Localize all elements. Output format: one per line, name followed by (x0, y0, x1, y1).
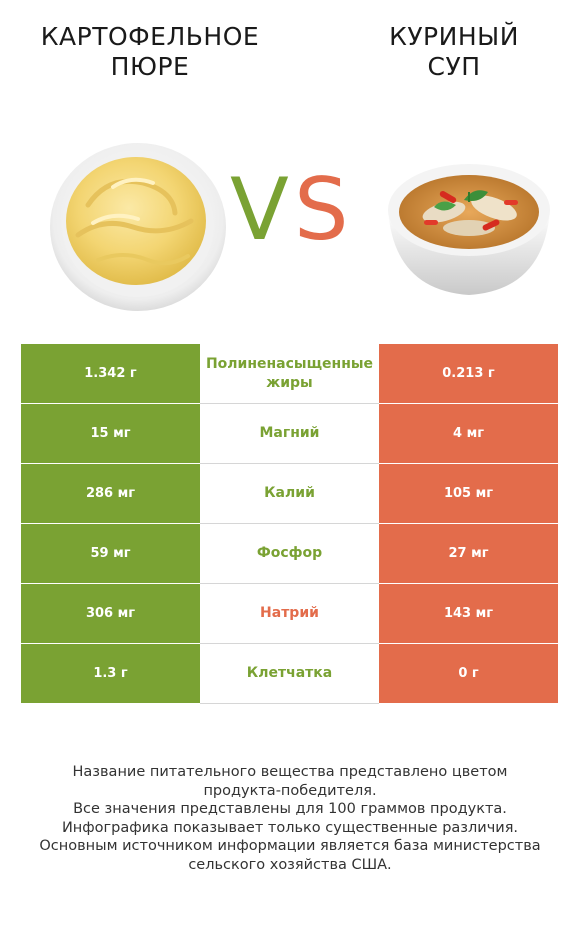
footer-line-5: Основным источником информации является … (39, 838, 541, 854)
right-title-line2: СУП (427, 52, 481, 81)
footer-line-3: Все значения представлены для 100 граммо… (73, 801, 507, 817)
right-title-line1: КУРИНЫЙ (389, 22, 519, 51)
nutrient-name: Клетчатка (200, 644, 379, 704)
nutrient-label: Калий (264, 485, 315, 501)
left-title-line2: ПЮРЕ (110, 52, 190, 81)
right-food-title: КУРИНЫЙ СУП (334, 22, 574, 82)
left-value: 306 мг (21, 584, 200, 644)
right-value: 27 мг (379, 524, 558, 584)
table-row: 286 мг Калий 105 мг (21, 464, 558, 524)
left-food-title: КАРТОФЕЛЬНОЕ ПЮРЕ (30, 22, 270, 82)
right-value: 105 мг (379, 464, 558, 524)
right-value: 0 г (379, 644, 558, 704)
mashed-potato-image (50, 143, 226, 311)
right-value: 4 мг (379, 404, 558, 464)
left-value: 286 мг (21, 464, 200, 524)
chicken-soup-image (388, 164, 550, 295)
nutrient-name: Полиненасыщенные жиры (200, 344, 379, 404)
vs-letter-v: V (230, 160, 289, 260)
footer-line-4: Инфографика показывает только существенн… (61, 819, 519, 836)
left-title-line1: КАРТОФЕЛЬНОЕ (40, 22, 260, 51)
nutrient-name: Фосфор (200, 524, 379, 584)
footer-line-2: продукта-победителя. (203, 782, 377, 799)
vs-letter-s: S (294, 160, 349, 260)
comparison-table: 1.342 г Полиненасыщенные жиры 0.213 г 15 мг… (21, 344, 558, 704)
left-value: 1.342 г (21, 344, 200, 404)
left-value: 59 мг (21, 524, 200, 584)
nutrient-name: Магний (200, 404, 379, 464)
table-row: 59 мг Фосфор 27 мг (21, 524, 558, 584)
table-row: 1.3 г Клетчатка 0 г (21, 644, 558, 704)
versus-label: V S (228, 160, 352, 260)
footer-note: Название питательного вещества представл… (20, 763, 560, 874)
footer-line-6: сельского хозяйства США. (188, 856, 392, 873)
nutrient-label: Натрий (260, 605, 319, 621)
nutrient-name: Калий (200, 464, 379, 524)
nutrient-label: Фосфор (256, 545, 323, 561)
table-row: 306 мг Натрий 143 мг (21, 584, 558, 644)
right-value: 143 мг (379, 584, 558, 644)
left-value: 1.3 г (21, 644, 200, 704)
right-value: 0.213 г (379, 344, 558, 404)
left-value: 15 мг (21, 404, 200, 464)
nutrient-label: Полиненасыщенные жиры (205, 355, 374, 391)
nutrient-name: Натрий (200, 584, 379, 644)
footer-line-1: Название питательного вещества представл… (72, 764, 508, 780)
table-row: 1.342 г Полиненасыщенные жиры 0.213 г (21, 344, 558, 404)
nutrient-label: Клетчатка (246, 665, 333, 681)
table-row: 15 мг Магний 4 мг (21, 404, 558, 464)
nutrient-label: Магний (259, 425, 320, 441)
